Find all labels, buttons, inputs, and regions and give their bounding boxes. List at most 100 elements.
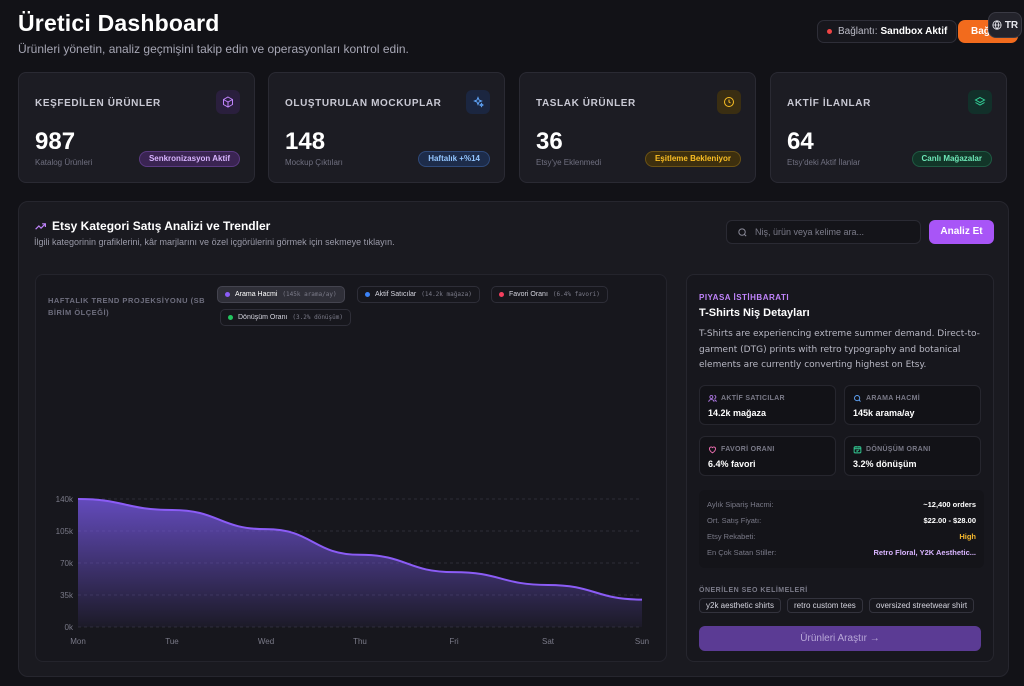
- market-intel-panel: PIYASA İSTİHBARATI T-Shirts Niş Detaylar…: [686, 274, 994, 662]
- stat-label: AKTİF SATICILAR: [721, 395, 785, 402]
- layers-icon: [968, 90, 992, 114]
- x-tick-label: Sat: [542, 637, 555, 646]
- section-subtitle: İlgili kategorinin grafiklerini, kâr mar…: [34, 237, 395, 247]
- card-sub: Mockup Çıktıları: [285, 158, 343, 167]
- card-value: 987: [35, 128, 76, 155]
- stat-card-discovered[interactable]: KEŞFEDİLEN ÜRÜNLER 987 Katalog Ürünleri …: [18, 72, 255, 183]
- intel-tag: PIYASA İSTİHBARATI: [699, 293, 790, 302]
- seo-keyword-tag[interactable]: oversized streetwear shirt: [869, 598, 975, 613]
- trending-up-icon: [35, 222, 46, 230]
- stat-card-mockups[interactable]: OLUŞTURULAN MOCKUPLAR 148 Mockup Çıktıla…: [268, 72, 505, 183]
- metrics-table: Aylık Sipariş Hacmi: ~12,400 orders Ort.…: [699, 490, 984, 568]
- connection-value: Sandbox Aktif: [880, 26, 948, 37]
- status-badge: Eşitleme Bekleniyor: [644, 151, 741, 167]
- competition-value: High: [959, 532, 976, 541]
- section-title: Etsy Kategori Satış Analizi ve Trendler: [34, 219, 270, 233]
- connection-status: Bağlantı: Sandbox Aktif: [817, 20, 958, 43]
- y-tick-label: 105k: [56, 527, 74, 536]
- y-tick-label: 140k: [56, 495, 74, 504]
- x-tick-label: Fri: [449, 637, 459, 646]
- card-sub: Etsy'ye Eklenmedi: [536, 158, 602, 167]
- x-tick-label: Thu: [353, 637, 367, 646]
- stat-active-sellers: AKTİF SATICILAR 14.2k mağaza: [699, 385, 836, 425]
- styles-value: Retro Floral, Y2K Aesthetic...: [873, 548, 976, 557]
- status-badge: Senkronizasyon Aktif: [138, 151, 240, 167]
- legend-conversion-rate[interactable]: Dönüşüm Oranı (3.2% dönüşüm): [220, 309, 351, 326]
- language-label: TR: [1004, 19, 1019, 31]
- card-sub: Etsy'deki Aktif İlanlar: [787, 158, 861, 167]
- heart-icon: [709, 446, 716, 454]
- status-badge: Haftalık +%14: [418, 151, 490, 167]
- page-header: Üretici Dashboard Ürünleri yönetin, anal…: [18, 10, 409, 56]
- card-value: 36: [536, 128, 563, 155]
- metric-row: En Çok Satan Stiller: Retro Floral, Y2K …: [707, 548, 976, 557]
- search-input[interactable]: [755, 227, 905, 237]
- stat-value: 6.4% favori: [708, 459, 756, 469]
- y-tick-label: 70k: [60, 559, 74, 568]
- analyze-button[interactable]: Analiz Et: [929, 220, 994, 244]
- legend-value: (145k arama/ay): [282, 291, 337, 298]
- x-tick-label: Wed: [258, 637, 274, 646]
- metric-row: Aylık Sipariş Hacmi: ~12,400 orders: [707, 500, 976, 509]
- chart-plot: 0k 35k 70k 105k 140k Mon Tue Wed Thu Fri Sat Sun: [56, 495, 649, 646]
- stat-value: 145k arama/ay: [853, 408, 915, 418]
- stat-label: ARAMA HACMİ: [866, 395, 920, 402]
- search-icon: [738, 227, 747, 237]
- legend-favorite-rate[interactable]: Favori Oranı (6.4% favori): [491, 286, 608, 303]
- chart-title: HAFTALIK TREND PROJEKSİYONU (SB BİRİM ÖL…: [48, 296, 206, 317]
- series-line: [77, 498, 643, 601]
- page-subtitle: Ürünleri yönetin, analiz geçmişini takip…: [18, 42, 409, 56]
- clock-icon: [717, 90, 741, 114]
- card-label: OLUŞTURULAN MOCKUPLAR: [285, 98, 442, 109]
- card-label: AKTİF İLANLAR: [787, 98, 871, 109]
- calendar-check-icon: [853, 446, 862, 454]
- legend-label: Favori Oranı: [509, 291, 548, 298]
- stat-conversion-rate: DÖNÜŞÜM ORANI 3.2% dönüşüm: [844, 436, 981, 476]
- intel-title: T-Shirts Niş Detayları: [699, 307, 810, 319]
- globe-icon: [992, 20, 1002, 30]
- legend-value: (3.2% dönüşüm): [292, 314, 343, 321]
- legend-label: Aktif Satıcılar: [375, 291, 417, 298]
- stat-card-listings[interactable]: AKTİF İLANLAR 64 Etsy'deki Aktif İlanlar…: [770, 72, 1007, 183]
- stat-card-drafts[interactable]: TASLAK ÜRÜNLER 36 Etsy'ye Eklenmedi Eşit…: [519, 72, 756, 183]
- series-area: [78, 499, 642, 627]
- section-title-text: Etsy Kategori Satış Analizi ve Trendler: [52, 219, 271, 233]
- stat-label: FAVORİ ORANI: [721, 446, 775, 453]
- stat-label: DÖNÜŞÜM ORANI: [866, 446, 931, 453]
- language-toggle[interactable]: TR: [988, 12, 1022, 38]
- stat-favorite-rate: FAVORİ ORANI 6.4% favori: [699, 436, 836, 476]
- card-value: 148: [285, 128, 326, 155]
- legend-dot-icon: [225, 292, 230, 297]
- stat-value: 14.2k mağaza: [708, 408, 767, 418]
- card-label: KEŞFEDİLEN ÜRÜNLER: [35, 98, 161, 109]
- intel-description: T-Shirts are experiencing extreme summer…: [699, 329, 980, 370]
- legend-value: (6.4% favori): [552, 291, 600, 298]
- legend-dot-icon: [228, 315, 233, 320]
- stat-search-volume: ARAMA HACMİ 145k arama/ay: [844, 385, 981, 425]
- sparkles-icon: [466, 90, 490, 114]
- metric-row: Etsy Rekabeti: High: [707, 532, 976, 541]
- legend-label: Dönüşüm Oranı: [238, 314, 288, 321]
- analysis-section: Etsy Kategori Satış Analizi ve Trendler …: [18, 201, 1009, 677]
- metric-row: Ort. Satış Fiyatı: $22.00 - $28.00: [707, 516, 976, 525]
- legend-active-sellers[interactable]: Aktif Satıcılar (14.2k mağaza): [357, 286, 480, 303]
- y-tick-label: 35k: [60, 591, 74, 600]
- x-tick-label: Mon: [70, 637, 86, 646]
- search-box[interactable]: [726, 220, 921, 244]
- seo-keyword-tag[interactable]: retro custom tees: [787, 598, 863, 613]
- y-tick-label: 0k: [65, 623, 74, 632]
- card-sub: Katalog Ürünleri: [35, 158, 93, 167]
- users-icon: [708, 395, 717, 402]
- connection-label: Bağlantı:: [838, 26, 878, 37]
- legend-search-volume[interactable]: Arama Hacmi (145k arama/ay): [217, 286, 345, 303]
- cube-icon: [216, 90, 240, 114]
- page-title: Üretici Dashboard: [18, 10, 220, 36]
- legend-value: (14.2k mağaza): [421, 291, 472, 298]
- status-badge: Canlı Mağazalar: [911, 151, 992, 167]
- seo-label: ÖNERİLEN SEO KELİMELERİ: [699, 587, 808, 594]
- legend-dot-icon: [365, 292, 370, 297]
- explore-products-button[interactable]: Ürünleri Araştır →: [699, 626, 981, 651]
- card-label: TASLAK ÜRÜNLER: [536, 98, 636, 109]
- stat-value: 3.2% dönüşüm: [853, 459, 917, 469]
- seo-keyword-tag[interactable]: y2k aesthetic shirts: [699, 598, 782, 613]
